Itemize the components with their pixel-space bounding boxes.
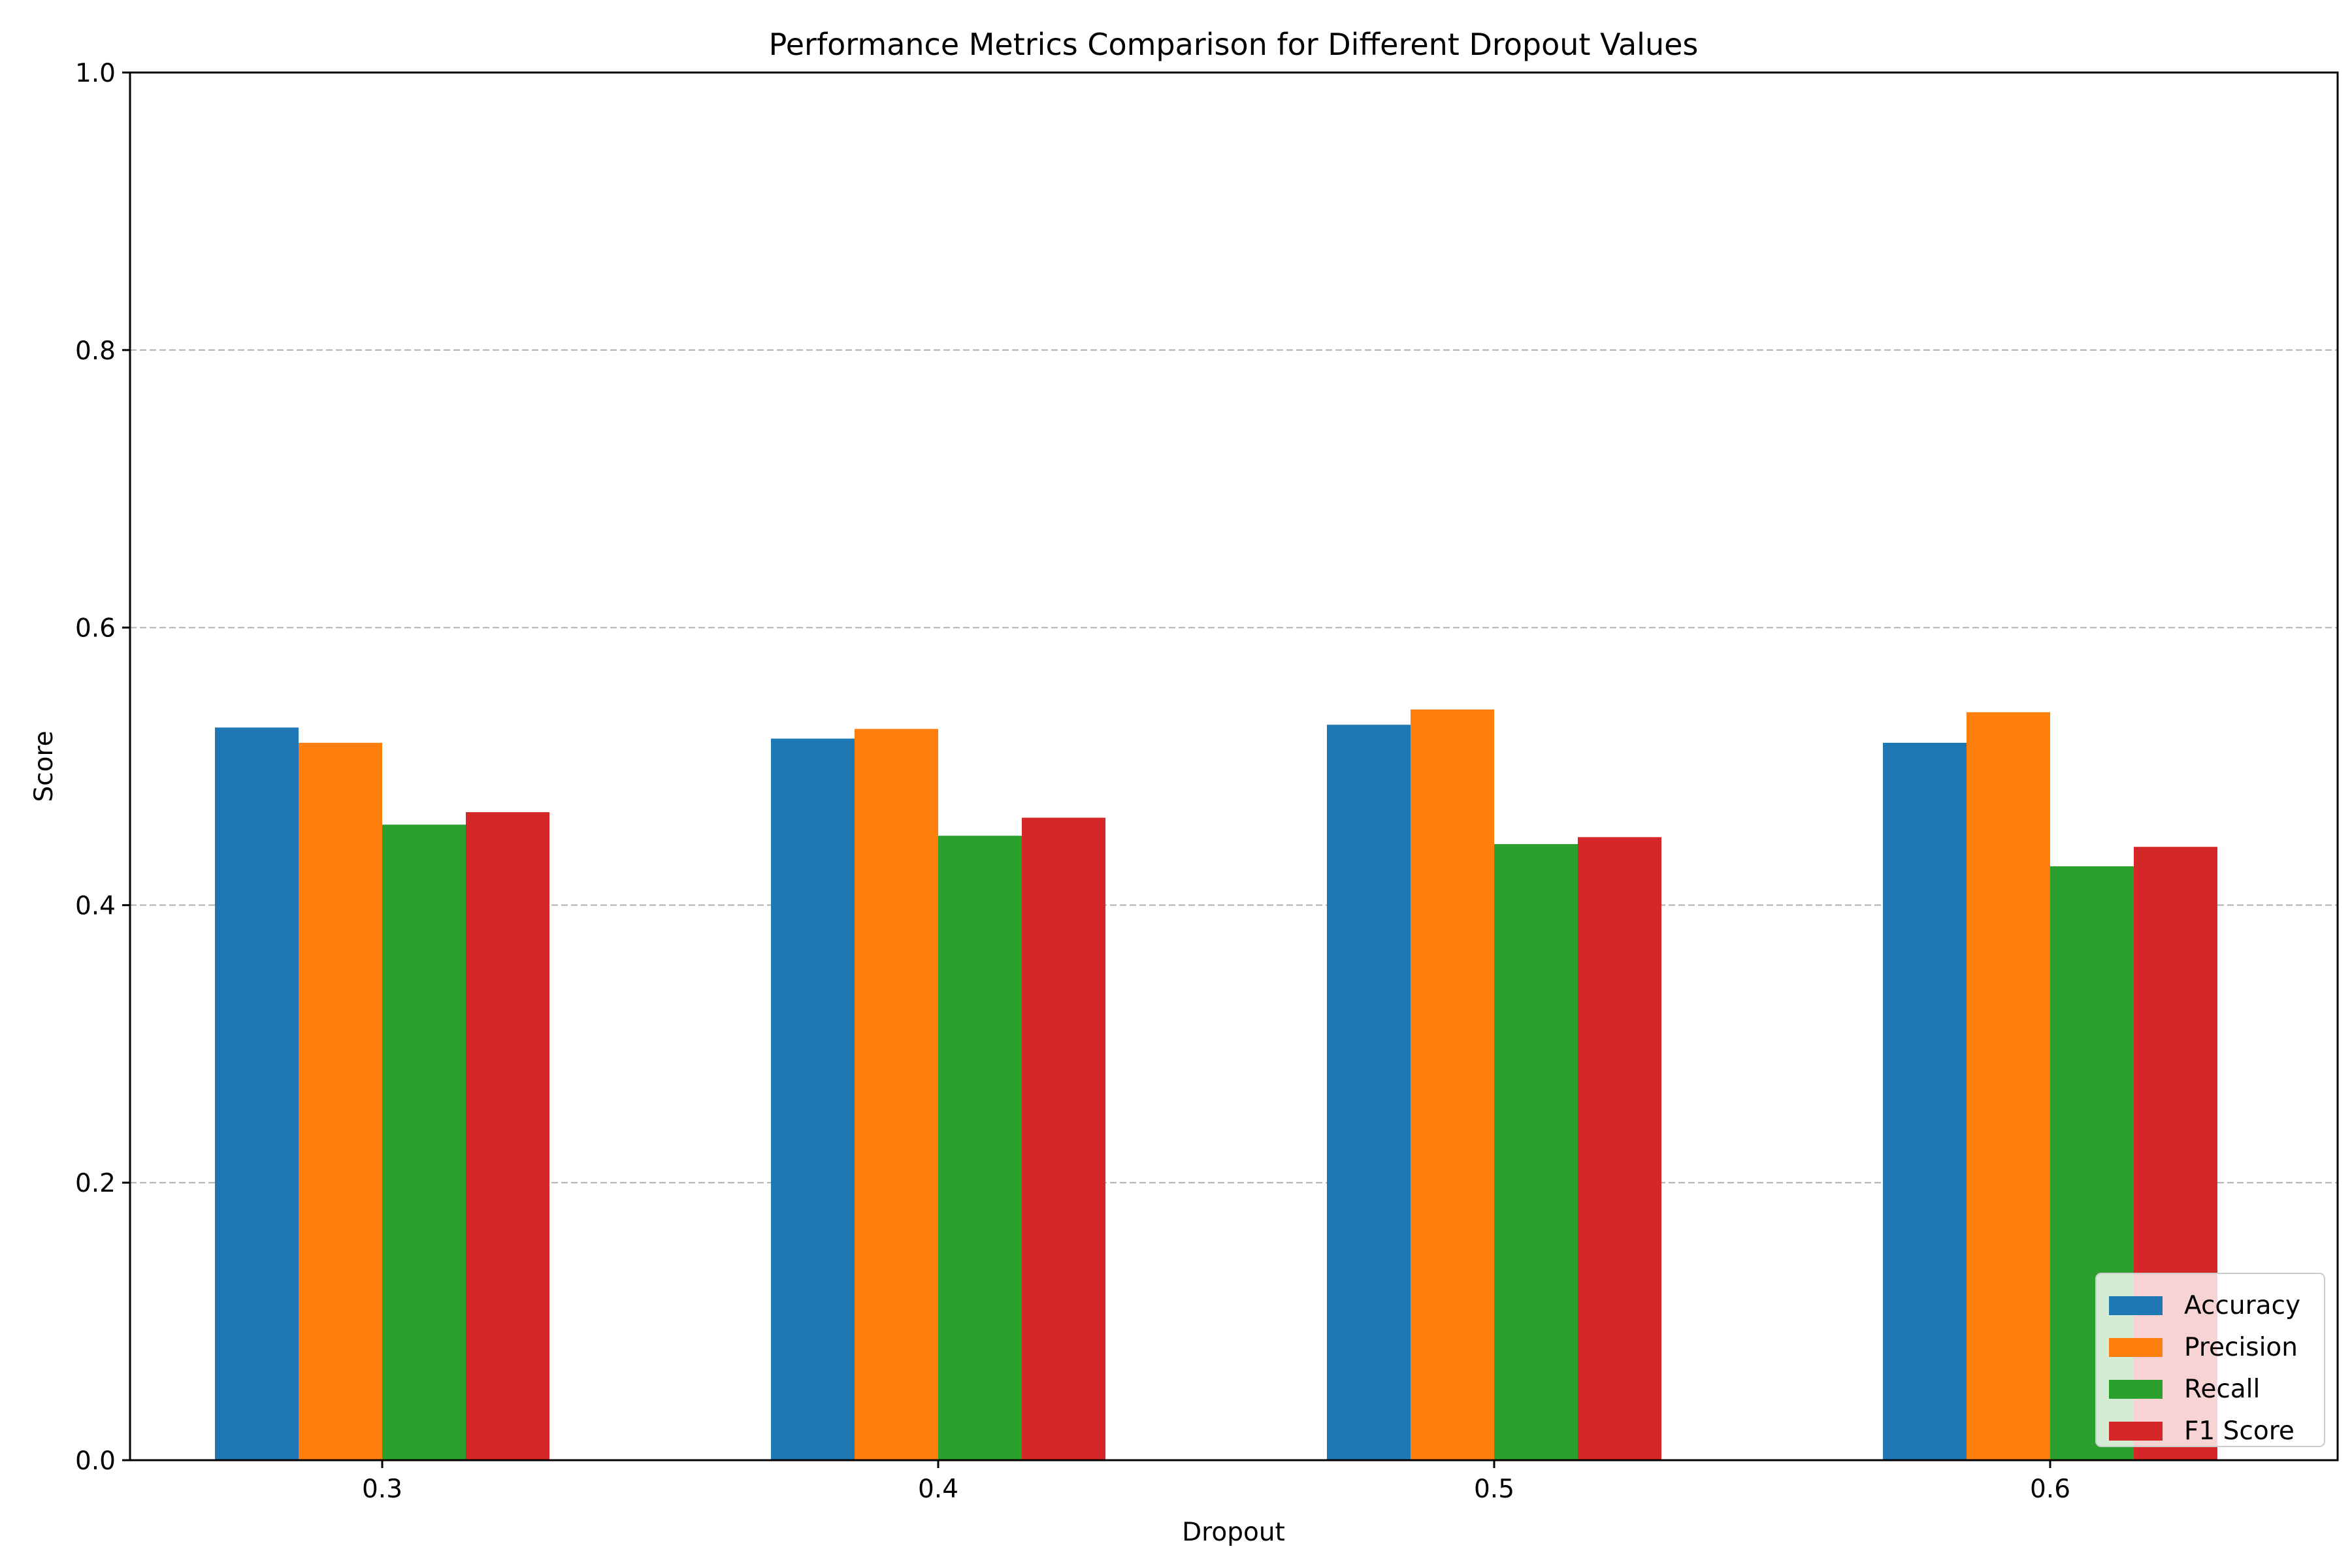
bar-recall-0.5	[1494, 843, 1578, 1460]
legend-swatch-recall	[2109, 1380, 2163, 1399]
legend-label: Recall	[2184, 1375, 2260, 1404]
bar-precision-0.6	[1967, 712, 2050, 1460]
bar-f1-score-0.5	[1578, 837, 1661, 1460]
bar-f1-score-0.3	[466, 812, 549, 1460]
y-tick-label: 1.0	[75, 59, 116, 88]
bars	[215, 709, 2217, 1460]
x-axis-ticks: 0.3 0.4 0.5 0.6	[362, 1460, 2070, 1504]
legend-box	[2095, 1273, 2325, 1447]
x-tick-label: 0.4	[918, 1475, 958, 1504]
legend-swatch-accuracy	[2109, 1296, 2163, 1315]
x-tick-label: 0.6	[2030, 1475, 2070, 1504]
bar-f1-score-0.4	[1022, 817, 1105, 1460]
bar-recall-0.4	[938, 836, 1022, 1460]
legend-label: F1 Score	[2184, 1416, 2295, 1446]
legend-swatch-precision	[2109, 1338, 2163, 1357]
legend-swatch-f1-score	[2109, 1422, 2163, 1441]
y-axis-label: Score	[29, 730, 59, 802]
bar-accuracy-0.4	[771, 738, 855, 1460]
bar-accuracy-0.3	[215, 727, 299, 1460]
plot-frame	[129, 71, 2339, 1462]
bar-recall-0.3	[382, 825, 466, 1460]
bar-accuracy-0.5	[1327, 725, 1411, 1460]
y-tick-label: 0.0	[75, 1446, 116, 1476]
y-tick-label: 0.4	[75, 891, 116, 921]
bar-accuracy-0.6	[1883, 742, 1967, 1460]
chart-title: Performance Metrics Comparison for Diffe…	[769, 27, 1699, 62]
y-tick-label: 0.6	[75, 614, 116, 644]
legend-label: Accuracy	[2184, 1291, 2300, 1320]
x-tick-label: 0.5	[1474, 1475, 1514, 1504]
bar-precision-0.5	[1411, 709, 1494, 1460]
bar-precision-0.3	[299, 742, 382, 1460]
x-tick-label: 0.3	[362, 1475, 402, 1504]
y-tick-label: 0.8	[75, 336, 116, 366]
bar-precision-0.4	[855, 728, 938, 1460]
legend: Accuracy Precision Recall F1 Score	[2095, 1273, 2325, 1447]
y-tick-label: 0.2	[75, 1169, 116, 1198]
y-axis-ticks: 0.0 0.2 0.4 0.6 0.8 1.0	[75, 59, 130, 1476]
legend-label: Precision	[2184, 1333, 2298, 1362]
x-axis-label: Dropout	[1182, 1518, 1285, 1547]
